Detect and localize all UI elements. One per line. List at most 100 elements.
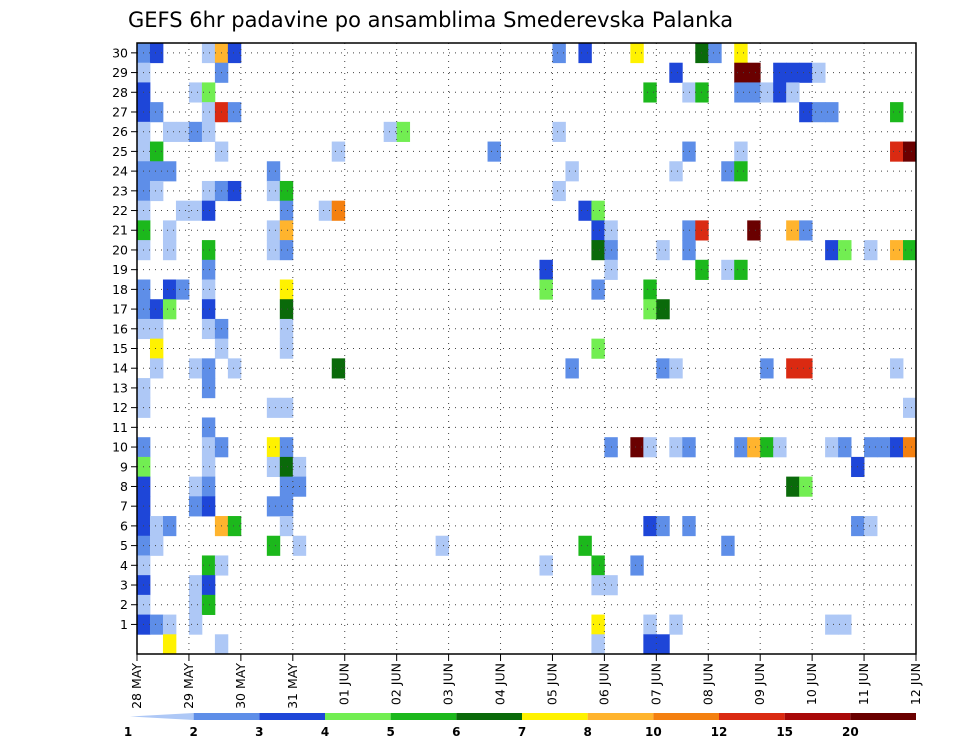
x-tick-label: 08 JUN — [700, 663, 715, 705]
y-tick-label: 11 — [112, 420, 128, 435]
heatmap-cell — [669, 614, 683, 635]
colorbar-segment — [456, 713, 522, 720]
heatmap-cell — [552, 121, 566, 142]
heatmap-cell — [201, 496, 216, 517]
heatmap-cell — [149, 43, 164, 64]
heatmap-cell — [266, 496, 281, 517]
y-tick-label: 13 — [112, 380, 128, 395]
y-tick-label: 12 — [112, 400, 128, 415]
x-tick-label: 29 MAY — [181, 663, 196, 709]
heatmap-cell — [396, 121, 411, 142]
grid-lines — [137, 43, 916, 654]
heatmap-cell — [643, 614, 657, 635]
x-tick-label: 10 JUN — [804, 663, 819, 705]
heatmap-cell — [201, 259, 216, 280]
heatmap-cell — [825, 102, 839, 123]
x-tick-label: 04 JUN — [493, 663, 508, 705]
heatmap-cell — [734, 141, 748, 162]
colorbar-label: 6 — [452, 725, 460, 739]
heatmap-cell — [175, 121, 190, 142]
y-tick-label: 21 — [112, 223, 128, 238]
heatmap-cell — [162, 516, 177, 537]
heatmap-cell — [266, 535, 281, 556]
heatmap-cell — [318, 200, 333, 221]
y-tick-label: 7 — [120, 499, 128, 514]
heatmap-cell — [591, 555, 605, 576]
x-tick-label: 03 JUN — [441, 663, 456, 705]
heatmap-cell — [890, 240, 904, 261]
heatmap-cell — [201, 121, 216, 142]
heatmap-cell — [279, 180, 294, 202]
colorbar-label: 4 — [321, 725, 329, 739]
heatmap-cell — [669, 161, 683, 182]
heatmap-cell — [266, 397, 281, 418]
heatmap-cell — [565, 161, 579, 182]
heatmap-cell — [188, 121, 203, 142]
heatmap-cell — [227, 516, 242, 537]
heatmap-cell — [656, 299, 670, 320]
heatmap-cell — [162, 279, 177, 300]
colorbar-legend: 1 2 3 4 5 6 7 8 10 12 15 20 — [124, 713, 916, 739]
heatmap-cell — [734, 259, 748, 280]
heatmap-cell — [630, 43, 644, 64]
heatmap-cell — [279, 299, 294, 320]
y-tick-label: 28 — [112, 85, 128, 100]
heatmap-cell — [162, 121, 177, 142]
heatmap-cell — [591, 220, 605, 241]
colorbar-label: 12 — [711, 725, 728, 739]
colorbar-label: 10 — [645, 725, 662, 739]
colorbar-segment — [653, 713, 719, 720]
heatmap-cell — [201, 594, 216, 615]
y-tick-label: 23 — [112, 183, 128, 198]
heatmap-cell — [786, 476, 800, 497]
heatmap-cell — [643, 437, 657, 458]
heatmap-cell — [799, 62, 813, 83]
y-axis: 1234567891011121314151617181920212223242… — [112, 45, 137, 632]
y-tick-label: 6 — [120, 518, 128, 533]
heatmap-cell — [227, 358, 242, 379]
heatmap-cell — [162, 299, 177, 320]
heatmap-cell — [279, 397, 294, 418]
heatmap-cell — [201, 240, 216, 261]
x-tick-label: 05 JUN — [544, 663, 559, 705]
heatmap-cell — [721, 161, 735, 182]
heatmap-cell — [591, 240, 605, 261]
heatmap-cell — [149, 318, 164, 340]
heatmap-cell — [149, 161, 164, 182]
heatmap-cell — [903, 437, 917, 458]
heatmap-cell — [552, 43, 566, 64]
y-tick-label: 8 — [120, 479, 128, 494]
heatmap-cell — [747, 220, 761, 241]
heatmap-cell — [812, 102, 826, 123]
heatmap-cell — [578, 43, 592, 64]
heatmap-cell — [279, 338, 294, 359]
heatmap-cell — [279, 279, 294, 300]
heatmap-cell — [201, 378, 216, 399]
heatmap-cell — [279, 318, 294, 340]
heatmap-cell — [201, 575, 216, 596]
y-tick-label: 17 — [112, 302, 128, 317]
colorbar-label: 15 — [776, 725, 793, 739]
colorbar-label: 20 — [842, 725, 859, 739]
heatmap-cell — [565, 358, 579, 379]
heatmap-cell — [903, 141, 917, 162]
y-tick-label: 22 — [112, 203, 128, 218]
heatmap-cell — [201, 82, 216, 103]
heatmap-cell — [201, 358, 216, 379]
plot-frame — [136, 42, 917, 655]
heatmap-cell — [864, 240, 878, 261]
heatmap-cell — [656, 634, 670, 655]
x-tick-label: 28 MAY — [129, 663, 144, 709]
colorbar-label: 8 — [583, 725, 591, 739]
heatmap-cell — [188, 476, 203, 497]
heatmap-cell — [149, 516, 164, 537]
heatmap-cell — [682, 82, 696, 103]
heatmap-cell — [266, 161, 281, 182]
heatmap-cell — [864, 437, 878, 458]
heatmap-cell — [838, 240, 852, 261]
heatmap-cell — [630, 555, 644, 576]
heatmap-cell — [838, 437, 852, 458]
heatmap-cell — [279, 496, 294, 517]
heatmap-cell — [747, 62, 761, 83]
heatmap-cell — [799, 220, 813, 241]
